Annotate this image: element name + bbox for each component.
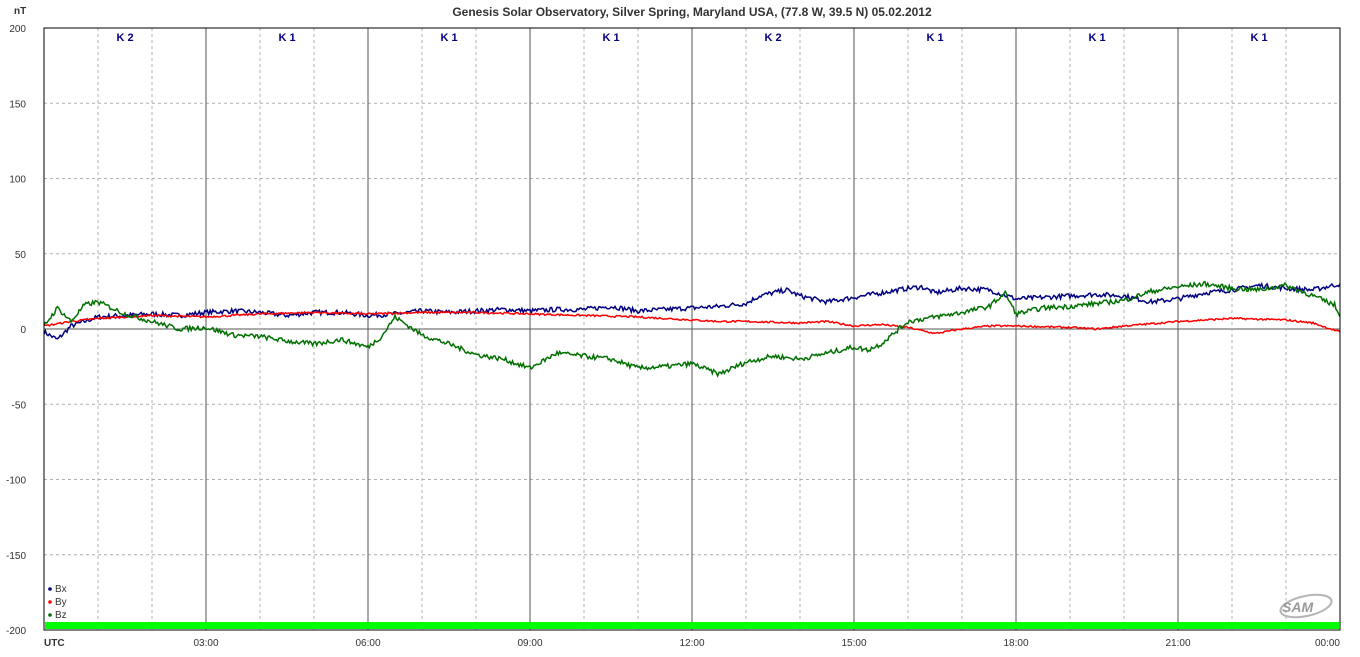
plot-border	[43, 27, 1341, 631]
legend-label-bx: Bx	[55, 584, 67, 595]
x-tick-label: 09:00	[517, 638, 542, 649]
k-index-label: K 1	[1088, 32, 1105, 44]
legend-marker-bx	[48, 587, 52, 591]
y-tick-label: -100	[6, 476, 26, 487]
legend-marker-bz	[48, 613, 52, 617]
k-index-label: K 1	[278, 32, 295, 44]
grid-lines	[44, 28, 1340, 630]
chart-title: Genesis Solar Observatory, Silver Spring…	[452, 5, 932, 19]
sam-logo: SAM	[1279, 593, 1333, 619]
legend-label-bz: Bz	[55, 610, 67, 621]
y-tick-label: 150	[9, 99, 26, 110]
k-index-label: K 2	[116, 32, 133, 44]
x-tick-label: 21:00	[1165, 638, 1190, 649]
x-tick-label: 12:00	[679, 638, 704, 649]
x-tick-label: 15:00	[841, 638, 866, 649]
quality-bar	[45, 622, 1339, 629]
y-axis-ticks: 200 150 100 50 0 -50 -100 -150 -200	[6, 24, 26, 637]
sam-logo-text: SAM	[1282, 599, 1313, 615]
y-tick-label: 0	[20, 325, 26, 336]
k-index-label: K 2	[764, 32, 781, 44]
data-quality-bar	[45, 622, 1339, 629]
y-tick-label: -200	[6, 626, 26, 637]
x-tick-label: 00:00	[1315, 638, 1340, 649]
x-tick-label: 03:00	[193, 638, 218, 649]
series-lines	[43, 280, 1341, 378]
k-index-label: K 1	[1250, 32, 1267, 44]
y-tick-label: 100	[9, 175, 26, 186]
k-index-label: K 1	[440, 32, 457, 44]
k-index-labels: K 2 K 1 K 1 K 1 K 2 K 1 K 1 K 1	[116, 32, 1267, 44]
x-tick-label: 06:00	[355, 638, 380, 649]
k-index-label: K 1	[602, 32, 619, 44]
legend: Bx By Bz	[48, 584, 67, 621]
y-tick-label: -150	[6, 551, 26, 562]
k-index-label: K 1	[926, 32, 943, 44]
x-axis-ticks: 03:00 06:00 09:00 12:00 15:00 18:00 21:00 00:00	[193, 638, 1340, 649]
x-tick-label: 18:00	[1003, 638, 1028, 649]
y-axis-unit-label: nT	[14, 6, 26, 17]
y-tick-label: 200	[9, 24, 26, 35]
series-line-bz	[43, 280, 1341, 378]
legend-marker-by	[48, 600, 52, 604]
x-axis-label: UTC	[44, 638, 65, 649]
legend-label-by: By	[55, 597, 67, 608]
series-line-bx	[43, 282, 1341, 340]
y-tick-label: -50	[12, 400, 27, 411]
y-tick-label: 50	[15, 250, 27, 261]
series-line-by	[43, 310, 1341, 335]
